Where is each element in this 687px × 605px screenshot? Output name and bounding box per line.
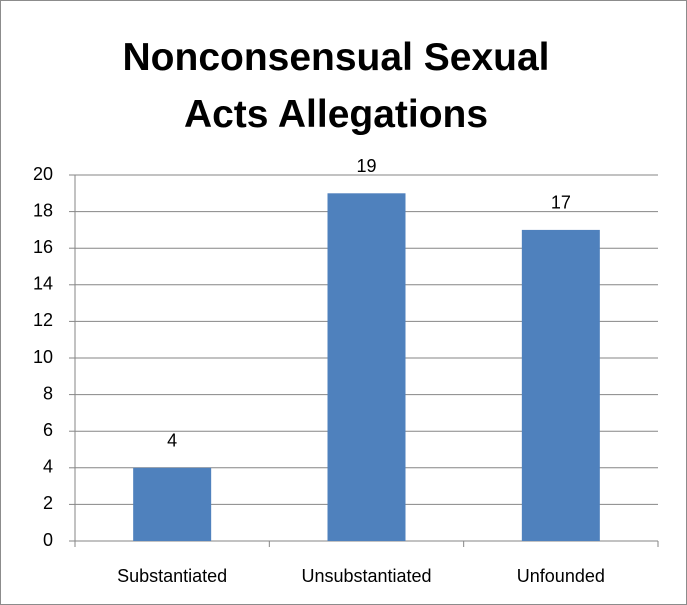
y-tick-label: 10 [33,347,53,367]
y-tick-label: 14 [33,274,53,294]
y-tick-label: 20 [33,164,53,184]
bar [327,193,406,542]
x-tick-label: Unsubstantiated [301,566,431,586]
y-tick-label: 2 [43,493,53,513]
y-tick-label: 16 [33,237,53,257]
data-label: 17 [551,193,571,213]
y-tick-label: 12 [33,310,53,330]
data-label: 4 [167,431,177,451]
y-tick-label: 4 [43,457,53,477]
chart-title: Nonconsensual Sexual Acts Allegations [122,36,550,136]
bar [133,467,212,541]
data-label: 19 [356,156,376,176]
y-tick-label: 18 [33,200,53,220]
y-tick-label: 8 [43,383,53,403]
x-tick-label: Unfounded [517,566,605,586]
y-tick-label: 0 [43,530,53,550]
bar [521,229,600,541]
y-tick-label: 6 [43,420,53,440]
x-tick-label: Substantiated [117,566,227,586]
